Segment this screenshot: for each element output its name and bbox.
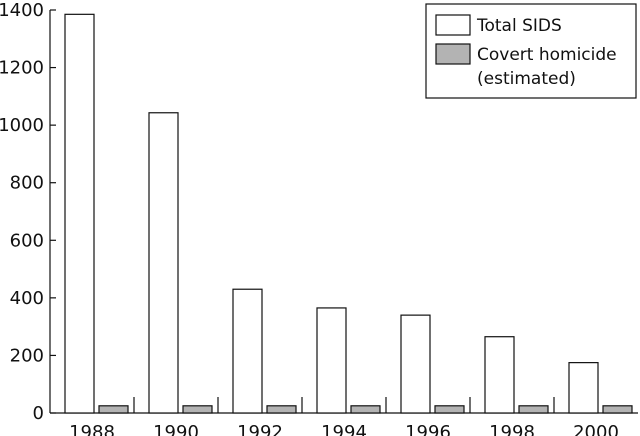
bar-total-sids: [568, 362, 599, 414]
x-tick-label: 1994: [321, 422, 367, 436]
legend: Total SIDS Covert homicide (estimated): [425, 3, 637, 99]
bar-covert-homicide: [182, 405, 213, 414]
x-tick-label: 1998: [489, 422, 535, 436]
y-tick-label: 400: [10, 288, 44, 309]
y-tick-label: 1400: [0, 0, 44, 21]
bars: [64, 13, 633, 414]
legend-swatch-covert-homicide: [435, 43, 471, 65]
x-tick-label: 2000: [573, 422, 619, 436]
bar-total-sids: [316, 307, 347, 414]
y-tick-label: 200: [10, 345, 44, 366]
bar-total-sids: [484, 336, 515, 414]
y-tick-label: 800: [10, 173, 44, 194]
bar-covert-homicide: [350, 405, 381, 414]
y-tick-label: 1000: [0, 115, 44, 136]
legend-swatch-total-sids: [435, 14, 471, 36]
bar-total-sids: [232, 288, 263, 414]
bar-total-sids: [64, 13, 95, 414]
bar-total-sids: [400, 314, 431, 414]
bar-total-sids: [148, 112, 179, 414]
bar-covert-homicide: [602, 405, 633, 414]
bar-covert-homicide: [266, 405, 297, 414]
x-tick-label: 1990: [153, 422, 199, 436]
x-tick-label: 1996: [405, 422, 451, 436]
legend-label-total-sids: Total SIDS: [476, 16, 562, 36]
bar-covert-homicide: [518, 405, 549, 414]
x-tick-label: 1992: [237, 422, 283, 436]
bar-covert-homicide: [98, 405, 129, 414]
bar-covert-homicide: [434, 405, 465, 414]
y-tick-label: 0: [33, 403, 44, 424]
x-tick-label: 1988: [69, 422, 115, 436]
legend-label-covert-homicide-line2: (estimated): [477, 69, 576, 89]
y-tick-label: 1200: [0, 58, 44, 79]
y-tick-label: 600: [10, 230, 44, 251]
legend-label-covert-homicide: Covert homicide: [477, 45, 617, 65]
